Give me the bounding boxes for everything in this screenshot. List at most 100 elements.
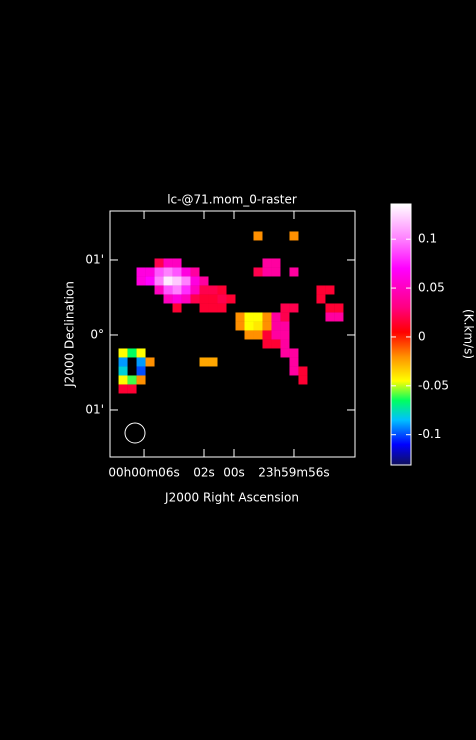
x-tick-label: 23h59m56s xyxy=(258,466,329,480)
raster-cell xyxy=(136,267,146,277)
x-tick-label: 00s xyxy=(223,466,245,480)
raster-cell xyxy=(334,312,344,322)
raster-cell xyxy=(235,321,245,331)
raster-cell xyxy=(154,276,164,286)
chart-title: lc-@71.mom_0-raster xyxy=(167,193,297,207)
raster-cell xyxy=(262,321,272,331)
raster-cell xyxy=(262,312,272,322)
raster-cell xyxy=(298,375,308,385)
raster-cell xyxy=(226,294,236,304)
raster-cell xyxy=(271,267,281,277)
raster-cell xyxy=(253,330,263,340)
raster-cell xyxy=(217,303,227,313)
y-tick-label: 01' xyxy=(85,252,104,266)
colorbar-tick-label: 0.1 xyxy=(418,232,437,246)
plot-frame xyxy=(109,210,356,458)
raster-cell xyxy=(181,267,191,277)
raster-cell xyxy=(271,312,281,322)
raster-cell xyxy=(163,294,173,304)
raster-cell xyxy=(217,285,227,295)
raster-cell xyxy=(172,267,182,277)
raster-cell xyxy=(199,303,209,313)
raster-cell xyxy=(127,375,137,385)
raster-cell xyxy=(208,285,218,295)
raster-cell xyxy=(172,258,182,268)
raster-cell xyxy=(253,231,263,241)
raster-cell xyxy=(271,330,281,340)
raster-cell xyxy=(136,348,146,358)
raster-cell xyxy=(199,294,209,304)
raster-cell xyxy=(190,276,200,286)
raster-cell xyxy=(145,357,155,367)
x-axis-label: J2000 Right Ascension xyxy=(164,491,299,505)
raster-cell xyxy=(298,366,308,376)
raster-cell xyxy=(289,366,299,376)
raster-cell xyxy=(118,384,128,394)
raster-cell xyxy=(136,276,146,286)
raster-cell xyxy=(127,348,137,358)
raster-cell xyxy=(280,339,290,349)
raster-cell xyxy=(136,366,146,376)
raster-cell xyxy=(118,348,128,358)
raster-cell xyxy=(172,276,182,286)
raster-cell xyxy=(271,321,281,331)
raster-cell xyxy=(280,321,290,331)
raster-cell xyxy=(235,312,245,322)
raster xyxy=(118,231,344,394)
raster-cell xyxy=(190,285,200,295)
raster-cell xyxy=(262,267,272,277)
raster-cell xyxy=(199,357,209,367)
raster-cell xyxy=(208,303,218,313)
raster-cell xyxy=(163,276,173,286)
raster-cell xyxy=(289,231,299,241)
raster-cell xyxy=(181,285,191,295)
raster-cell xyxy=(199,285,209,295)
colorbar-tick-label: -0.1 xyxy=(418,427,441,441)
colorbar-tick-label: -0.05 xyxy=(418,378,449,392)
raster-cell xyxy=(325,303,335,313)
colorbar-tick-label: 0.05 xyxy=(418,281,445,295)
raster-cell xyxy=(289,303,299,313)
raster-cell xyxy=(289,348,299,358)
raster-cell xyxy=(316,294,326,304)
raster-cell xyxy=(190,294,200,304)
beam xyxy=(124,422,146,444)
y-axis-label: J2000 Declination xyxy=(63,281,77,388)
x-tick-label: 00h00m06s xyxy=(108,466,179,480)
raster-cell xyxy=(136,375,146,385)
raster-cell xyxy=(280,303,290,313)
raster-cell xyxy=(163,285,173,295)
raster-cell xyxy=(199,276,209,286)
raster-cell xyxy=(262,258,272,268)
raster-cell xyxy=(280,348,290,358)
raster-cell xyxy=(163,267,173,277)
raster-cell xyxy=(280,312,290,322)
raster-cell xyxy=(262,330,272,340)
raster-cell xyxy=(253,312,263,322)
raster-cell xyxy=(127,384,137,394)
raster-cell xyxy=(280,330,290,340)
raster-cell xyxy=(118,357,128,367)
y-tick-label: 01' xyxy=(85,402,104,416)
raster-cell xyxy=(325,312,335,322)
raster-cell xyxy=(217,294,227,304)
raster-cell xyxy=(145,276,155,286)
colorbar xyxy=(390,203,412,466)
raster-cell xyxy=(118,366,128,376)
raster-cell xyxy=(289,357,299,367)
colorbar-tick-label: 0 xyxy=(418,329,426,343)
raster-cell xyxy=(316,285,326,295)
raster-cell xyxy=(172,285,182,295)
raster-cell xyxy=(253,267,263,277)
raster-cell xyxy=(208,294,218,304)
raster-cell xyxy=(136,357,146,367)
raster-cell xyxy=(289,267,299,277)
raster-cell xyxy=(271,258,281,268)
raster-cell xyxy=(244,330,254,340)
raster-cell xyxy=(334,303,344,313)
raster-cell xyxy=(163,258,173,268)
raster-cell xyxy=(271,339,281,349)
raster-cell xyxy=(154,258,164,268)
